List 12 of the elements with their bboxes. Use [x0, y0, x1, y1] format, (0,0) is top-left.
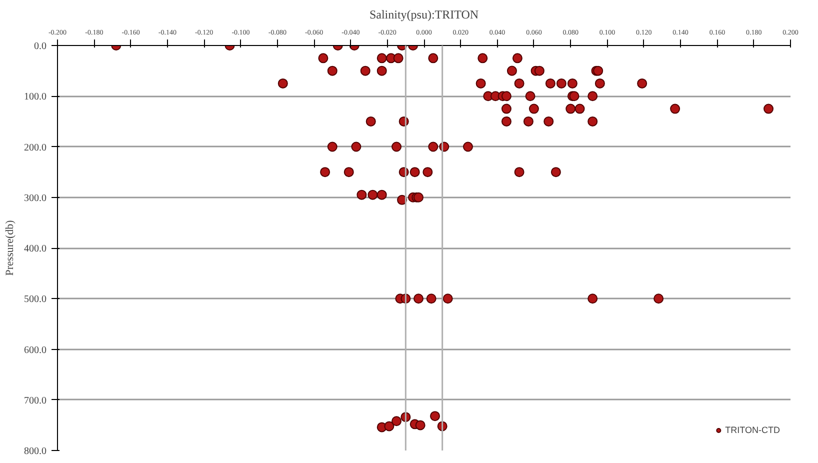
y-tick-label: 500.0 [24, 294, 46, 306]
y-tick-label: 700.0 [24, 395, 46, 406]
y-axis-title: Pressure(db) [4, 220, 16, 276]
y-tick-label: 600.0 [24, 344, 46, 356]
legend-label: TRITON-CTD [725, 425, 780, 435]
y-tick-label: 400.0 [24, 244, 46, 254]
y-tick-label: 100.0 [24, 92, 46, 103]
y-tick-label: 800.0 [24, 446, 46, 457]
y-tick-label: 0.0 [34, 41, 46, 52]
y-tick-label: 200.0 [24, 142, 46, 154]
y-tick-label: 300.0 [24, 192, 46, 204]
chart-title: Salinity(psu):TRITON [369, 8, 479, 22]
